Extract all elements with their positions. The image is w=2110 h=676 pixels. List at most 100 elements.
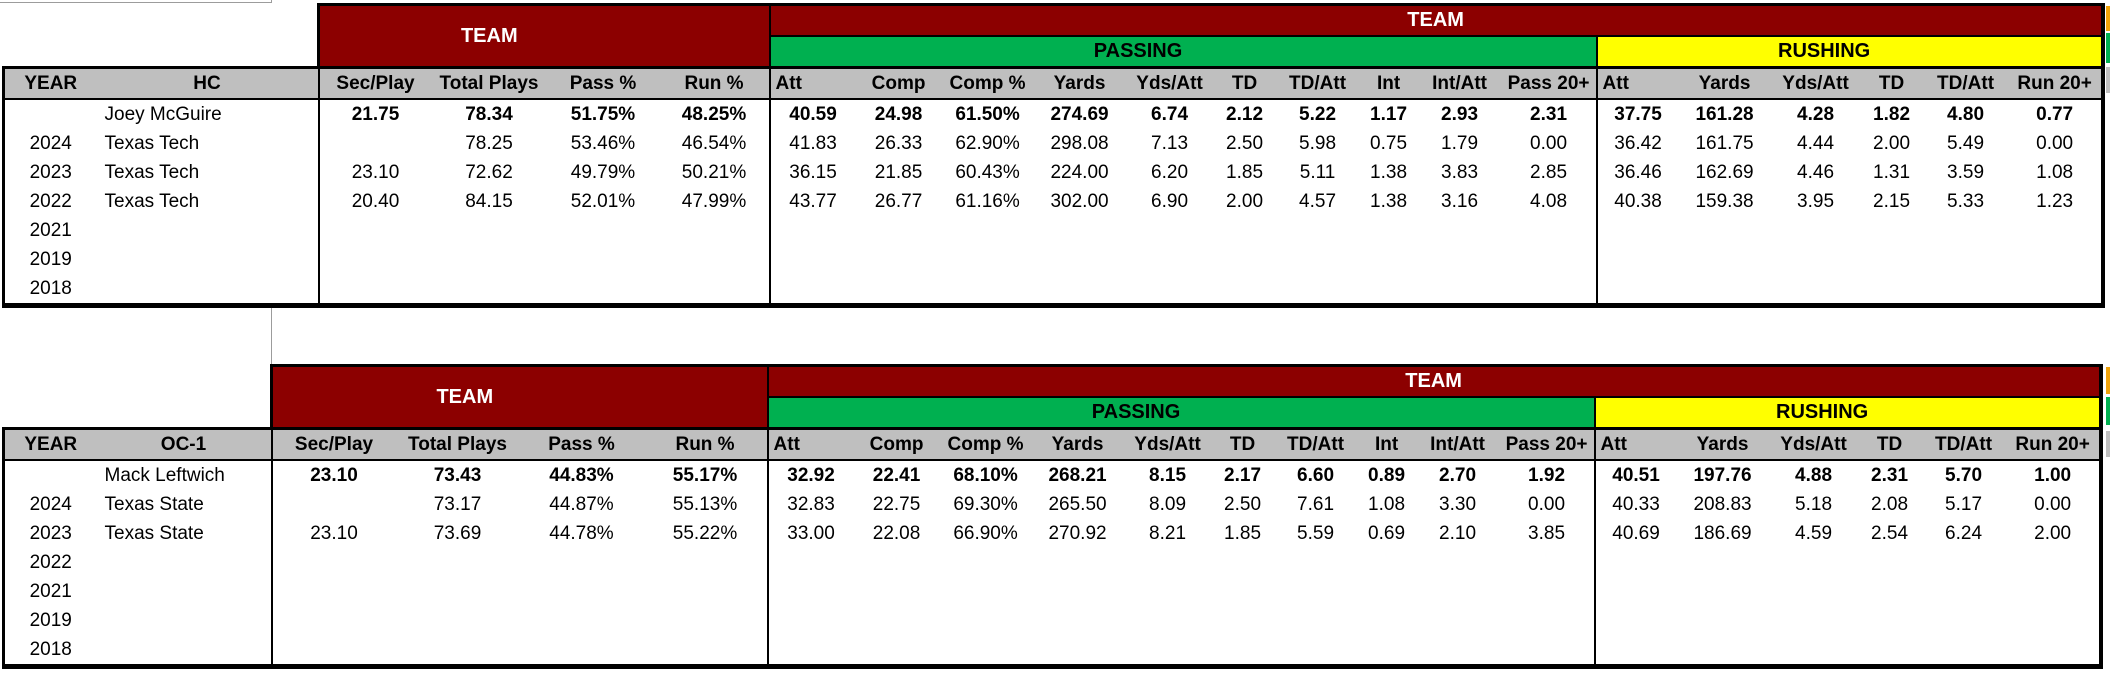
- cell-stat[interactable]: [1124, 548, 1212, 577]
- cell-stat[interactable]: 68.10%: [953, 464, 1018, 486]
- column-header-total-plays[interactable]: Total Plays: [431, 66, 547, 100]
- cell-stat[interactable]: 22.08: [872, 522, 921, 544]
- cell-stat[interactable]: [1274, 606, 1358, 635]
- cell-stat[interactable]: [1418, 245, 1502, 274]
- cell-stat[interactable]: [940, 548, 1032, 577]
- team-strip-banner[interactable]: TEAM: [769, 3, 2105, 37]
- cell-stat[interactable]: [643, 577, 769, 606]
- cell-stat[interactable]: [2006, 606, 2103, 635]
- column-header-pass-20[interactable]: Pass 20+: [1499, 427, 1596, 461]
- cell-stat[interactable]: [1771, 245, 1861, 274]
- cell-stat[interactable]: 270.92: [1048, 522, 1107, 544]
- team-banner[interactable]: TEAM: [316, 3, 771, 69]
- cell-stat[interactable]: 5.18: [1795, 493, 1833, 515]
- cell-stat[interactable]: [1499, 635, 1596, 669]
- cell-stat[interactable]: 26.33: [874, 132, 923, 154]
- cell-stat[interactable]: [1861, 216, 1923, 245]
- cell-stat[interactable]: [1676, 635, 1769, 669]
- cell-stat[interactable]: 41.83: [789, 132, 837, 154]
- column-header-yards[interactable]: Yards: [1031, 427, 1124, 461]
- cell-stat[interactable]: 224.00: [1050, 161, 1109, 183]
- cell-stat[interactable]: [1360, 216, 1418, 245]
- cell-stat[interactable]: 44.78%: [549, 522, 614, 544]
- cell-stat[interactable]: 2.15: [1873, 190, 1911, 212]
- cell-stat[interactable]: [396, 606, 520, 635]
- cell-stat[interactable]: 7.13: [1151, 132, 1189, 154]
- cell-stat[interactable]: [395, 635, 520, 669]
- cell-stat[interactable]: 268.21: [1048, 464, 1107, 486]
- cell-stat[interactable]: [1921, 548, 2007, 577]
- cell-year[interactable]: 2022: [2, 187, 97, 216]
- cell-stat[interactable]: [1499, 577, 1596, 606]
- cell-stat[interactable]: 23.10: [351, 161, 400, 183]
- cell-stat[interactable]: [1858, 635, 1921, 669]
- cell-stat[interactable]: 2.50: [1224, 493, 1262, 515]
- cell-stat[interactable]: 7.61: [1297, 493, 1335, 515]
- column-header-int[interactable]: Int: [1357, 427, 1416, 461]
- cell-stat[interactable]: [432, 216, 547, 245]
- cell-year[interactable]: 2024: [2, 490, 97, 519]
- cell-stat[interactable]: 1.23: [2008, 187, 2105, 216]
- cell-stat[interactable]: [1032, 548, 1124, 577]
- cell-stat[interactable]: 298.08: [1050, 132, 1109, 154]
- cell-stat[interactable]: [396, 577, 520, 606]
- column-header-yds-att[interactable]: Yds/Att: [1125, 66, 1214, 100]
- column-header-run[interactable]: Run %: [643, 427, 769, 461]
- cell-stat[interactable]: 3.95: [1797, 190, 1835, 212]
- column-header-int-att[interactable]: Int/Att: [1417, 66, 1502, 100]
- cell-stat[interactable]: 6.20: [1151, 161, 1189, 183]
- cell-stat[interactable]: [319, 245, 432, 274]
- cell-stat[interactable]: 4.08: [1501, 187, 1598, 216]
- cell-stat[interactable]: 1.08: [1368, 493, 1406, 515]
- passing-banner[interactable]: PASSING: [769, 36, 1598, 69]
- cell-stat[interactable]: 21.75: [351, 103, 400, 125]
- cell-team-name[interactable]: Texas State: [96, 490, 273, 519]
- cell-year[interactable]: 2022: [2, 548, 97, 577]
- cell-stat[interactable]: [940, 577, 1032, 606]
- column-header-td-att[interactable]: TD/Att: [1275, 66, 1360, 100]
- cell-stat[interactable]: [1859, 548, 1921, 577]
- cell-stat[interactable]: 44.83%: [549, 464, 614, 486]
- column-header-run[interactable]: Run %: [659, 66, 771, 100]
- cell-stat[interactable]: 69.30%: [953, 493, 1018, 515]
- cell-stat[interactable]: 161.75: [1695, 132, 1754, 154]
- column-header-td-att[interactable]: TD/Att: [1922, 66, 2009, 100]
- cell-stat[interactable]: 22.41: [872, 464, 921, 486]
- cell-stat[interactable]: [1859, 606, 1921, 635]
- cell-stat[interactable]: [547, 245, 660, 274]
- cell-stat[interactable]: 21.85: [874, 161, 923, 183]
- cell-stat[interactable]: 73.17: [433, 493, 482, 515]
- column-header-total-plays[interactable]: Total Plays: [395, 427, 520, 461]
- cell-stat[interactable]: [1771, 216, 1861, 245]
- cell-stat[interactable]: [1126, 216, 1214, 245]
- cell-stat[interactable]: 5.33: [1947, 190, 1985, 212]
- cell-stat[interactable]: [1597, 216, 1679, 245]
- cell-stat[interactable]: [1358, 577, 1416, 606]
- cell-stat[interactable]: [1678, 274, 1771, 308]
- cell-stat[interactable]: 2.00: [1226, 190, 1264, 212]
- column-header-att[interactable]: Att: [1596, 66, 1679, 100]
- cell-stat[interactable]: [1677, 577, 1769, 606]
- cell-stat[interactable]: 33.00: [787, 522, 835, 544]
- cell-stat[interactable]: [2006, 548, 2103, 577]
- cell-stat[interactable]: 48.25%: [659, 99, 771, 129]
- cell-stat[interactable]: 6.60: [1297, 464, 1335, 486]
- cell-stat[interactable]: 47.99%: [659, 187, 771, 216]
- cell-team-name[interactable]: Texas Tech: [96, 158, 320, 187]
- cell-stat[interactable]: 2.00: [1873, 132, 1911, 154]
- cell-stat[interactable]: 53.46%: [570, 132, 636, 154]
- cell-stat[interactable]: [767, 635, 854, 669]
- team-banner[interactable]: TEAM: [269, 364, 769, 430]
- column-header-yds-att[interactable]: Yds/Att: [1768, 427, 1859, 461]
- cell-team-name[interactable]: [96, 245, 320, 274]
- cell-stat[interactable]: [643, 548, 769, 577]
- cell-stat[interactable]: [939, 635, 1032, 669]
- cell-stat[interactable]: 26.77: [874, 190, 923, 212]
- cell-stat[interactable]: [1276, 245, 1360, 274]
- cell-stat[interactable]: [1214, 216, 1276, 245]
- cell-team-name[interactable]: [96, 216, 320, 245]
- cell-stat[interactable]: 23.10: [310, 522, 358, 544]
- cell-stat[interactable]: 6.24: [1945, 522, 1983, 544]
- cell-stat[interactable]: 84.15: [465, 190, 513, 212]
- cell-stat[interactable]: [1124, 606, 1212, 635]
